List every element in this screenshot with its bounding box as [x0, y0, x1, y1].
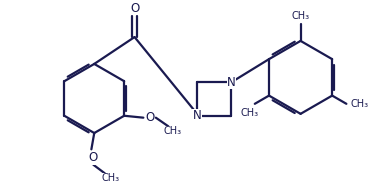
Text: N: N — [227, 76, 236, 89]
Text: CH₃: CH₃ — [241, 108, 259, 118]
Text: CH₃: CH₃ — [292, 11, 310, 21]
Text: O: O — [145, 111, 155, 124]
Text: CH₃: CH₃ — [102, 173, 120, 183]
Text: CH₃: CH₃ — [351, 99, 369, 109]
Text: O: O — [89, 151, 98, 165]
Text: O: O — [130, 2, 139, 15]
Text: N: N — [192, 109, 201, 122]
Text: CH₃: CH₃ — [163, 126, 181, 136]
